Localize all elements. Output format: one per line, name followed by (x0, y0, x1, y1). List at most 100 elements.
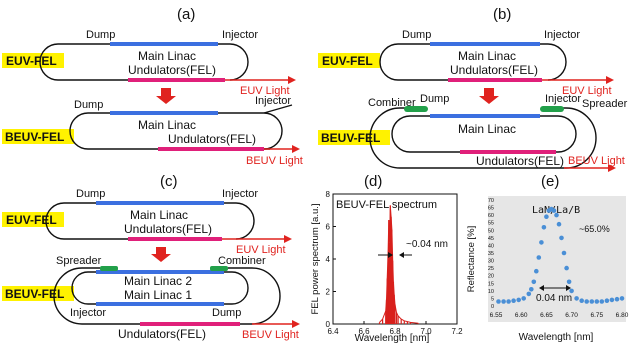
reflectance-point (526, 291, 532, 297)
x-tick-label: 6.65 (540, 312, 553, 319)
combiner-magnet (404, 106, 428, 112)
label-undulators: Undulators(FEL) (128, 63, 216, 77)
reflectance-point (584, 299, 589, 304)
label-dump: Dump (74, 99, 103, 111)
reflectance-chart: LaN/La/B ~65.0% Wavelength [nm] Reflecta… (466, 196, 629, 343)
y-axis-label: FEL power spectrum [a.u.] (310, 203, 321, 314)
down-arrow (151, 247, 171, 262)
width-arrow (399, 252, 404, 258)
reflectance-point (531, 279, 537, 285)
y-tick-label: 55 (488, 221, 494, 227)
x-axis-label: Wavelength [nm] (519, 332, 594, 343)
reflectance-point (566, 279, 572, 285)
reflectance-point (496, 299, 501, 304)
width-arrow (539, 285, 544, 291)
combiner-magnet (210, 266, 228, 271)
label-undulators: Undulators(FEL) (476, 154, 564, 168)
label-injector: Injector (544, 29, 580, 41)
y-tick-label: 35 (488, 251, 494, 257)
reflectance-point (501, 299, 506, 304)
x-tick-label: 6.60 (515, 312, 528, 319)
label-euv-light: EUV Light (236, 244, 286, 256)
label-injector: Injector (70, 307, 106, 319)
main-linac-2-bar (96, 270, 224, 274)
reflectance-point (569, 288, 574, 294)
width-annotation: ~0.04 nm (406, 239, 448, 250)
reflectance-point (594, 299, 600, 304)
label-injector: Injector (255, 95, 291, 107)
panel-label-b: (b) (493, 6, 511, 23)
outer-loop (369, 107, 597, 169)
tag-bg (2, 129, 74, 144)
undulator-bar (460, 150, 556, 154)
reflectance-point (604, 298, 610, 304)
tag-beuv-b: BEUV-FEL (321, 131, 380, 145)
label-undulators: Undulators(FEL) (124, 222, 212, 236)
light-arrow (608, 164, 616, 172)
reflectance-point (544, 214, 549, 219)
spreader-magnet (100, 266, 118, 271)
y-tick-label: 0 (491, 304, 494, 310)
label-injector: Injector (545, 93, 581, 105)
label-dump: Dump (86, 29, 115, 41)
undulator-bar (128, 78, 225, 82)
label-main-linac-2: Main Linac 2 (124, 274, 192, 288)
x-tick-label: 6.6 (358, 327, 370, 336)
y-tick-label: 5 (491, 296, 494, 302)
y-tick-label: 60 (488, 213, 494, 219)
x-tick-label: 6.75 (590, 312, 603, 319)
y-tick-label: 8 (326, 190, 331, 199)
down-arrow (479, 88, 499, 104)
reflectance-point (556, 221, 562, 227)
tag-euv-c: EUV-FEL (6, 213, 57, 227)
tag-beuv-c: BEUV-FEL (5, 287, 64, 301)
x-tick-label: 6.80 (616, 312, 629, 319)
undulator-bar (140, 322, 240, 326)
reflectance-point (574, 296, 579, 301)
main-linac-1-bar (96, 302, 224, 306)
label-euv-light: EUV Light (562, 85, 612, 97)
tag-bg (2, 53, 64, 68)
label-undulators: Undulators(FEL) (118, 327, 206, 341)
y-tick-label: 40 (488, 243, 494, 249)
panel-b: EUV-FEL Dump Injector Main Linac Undulat… (318, 29, 628, 172)
x-tick-label: 7.2 (451, 327, 463, 336)
reflectance-point (534, 268, 539, 274)
tag-bg (2, 212, 64, 227)
reflectance-point (579, 298, 584, 304)
y-tick-label: 30 (488, 259, 494, 265)
inner-loop (540, 115, 577, 153)
reflectance-point (541, 225, 547, 230)
down-arrow (156, 88, 176, 104)
spreader-magnet (540, 106, 564, 112)
reflectance-points (496, 206, 625, 304)
beam-loop (379, 43, 542, 81)
y-tick-label: 65 (488, 206, 494, 212)
tag-bg (318, 130, 390, 145)
label-main-linac: Main Linac (130, 208, 188, 222)
label-euv-light: EUV Light (240, 85, 290, 97)
tag-bg (318, 53, 380, 68)
tag-bg (2, 286, 74, 301)
tag-euv-a: EUV-FEL (6, 54, 57, 68)
label-spreader: Spreader (56, 255, 102, 267)
label-main-linac-1: Main Linac 1 (124, 288, 192, 302)
y-tick-label: 15 (488, 281, 494, 287)
x-tick-label: 6.4 (327, 327, 339, 336)
undulator-bar (128, 237, 222, 241)
y-tick-label: 20 (488, 274, 494, 280)
reflectance-point (599, 299, 605, 304)
reflectance-point (561, 250, 567, 256)
label-main-linac: Main Linac (458, 122, 516, 136)
beam-loop (39, 43, 225, 81)
x-tick-label: 6.55 (490, 312, 503, 319)
reflectance-point (551, 208, 557, 213)
label-dump: Dump (212, 307, 241, 319)
reflectance-point (506, 299, 511, 304)
x-tick-label: 6.8 (389, 327, 401, 336)
label-beuv-light: BEUV Light (246, 155, 303, 167)
panel-label-e: (e) (541, 173, 559, 190)
peak-label: ~65.0% (579, 224, 610, 234)
beam-loop (45, 202, 222, 240)
